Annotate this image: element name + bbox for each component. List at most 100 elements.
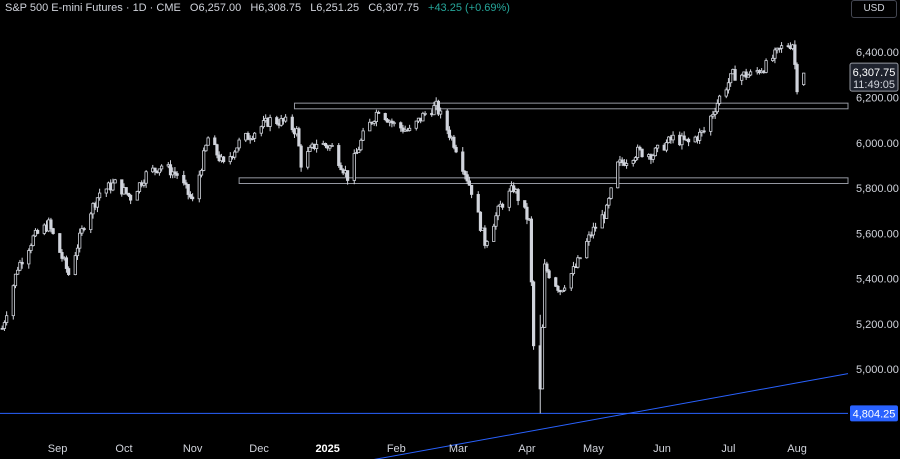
candle-body	[330, 145, 334, 147]
candle-body	[709, 115, 713, 132]
candle	[95, 197, 100, 213]
candle	[686, 137, 691, 147]
time-axis[interactable]: Sep Oct Nov Dec 2025 Feb Mar Apr May Jun Jul Aug	[48, 443, 807, 455]
open-value: O6,257.00	[190, 2, 241, 14]
candle	[620, 157, 624, 167]
candle-body	[733, 69, 737, 81]
candle	[64, 255, 69, 273]
candle	[222, 156, 226, 164]
candle-body	[73, 255, 77, 275]
candle	[802, 72, 806, 86]
low-value: L6,251.25	[310, 2, 359, 14]
price-badge-countdown: 11:49:05	[853, 79, 895, 91]
candle	[361, 127, 365, 142]
candle-body	[104, 188, 108, 194]
candle	[793, 40, 797, 70]
candle	[560, 289, 564, 293]
candle-body	[184, 182, 188, 185]
candle-body	[111, 182, 115, 191]
candle	[616, 161, 620, 189]
candle	[432, 101, 436, 116]
candle	[206, 136, 210, 146]
candle-body	[478, 211, 483, 231]
candle	[111, 178, 115, 192]
candle-body	[698, 131, 702, 141]
candle	[569, 273, 573, 291]
candle-body	[512, 185, 516, 193]
candle	[250, 135, 255, 141]
candle-body	[476, 194, 480, 213]
x-tick-label: May	[583, 443, 604, 455]
candle-body	[129, 194, 133, 201]
candle-body	[13, 273, 18, 287]
candle-body	[554, 277, 558, 287]
currency-button[interactable]: USD	[851, 0, 897, 18]
candle	[186, 184, 190, 200]
candle	[445, 109, 449, 135]
candle	[465, 171, 469, 185]
candle	[5, 311, 9, 326]
candle-body	[408, 127, 412, 131]
candle-body	[591, 226, 595, 236]
candle-body	[432, 105, 436, 116]
candle	[698, 128, 702, 145]
candle	[374, 109, 378, 127]
candle-body	[153, 167, 157, 172]
x-tick-label: Sep	[48, 443, 68, 455]
candle	[197, 170, 201, 203]
candle	[357, 146, 361, 154]
candle-body	[492, 225, 496, 242]
price-axis[interactable]: 6,400.00 6,200.00 6,000.00 5,800.00 5,600.00…	[856, 47, 899, 376]
candle	[11, 284, 15, 320]
candle-body	[168, 164, 173, 176]
high-value: H6,308.75	[250, 2, 301, 14]
candle	[191, 193, 195, 202]
candle-body	[715, 103, 719, 113]
candle	[328, 144, 332, 152]
candle	[680, 132, 684, 150]
candle-body	[261, 120, 266, 128]
candle	[279, 114, 283, 127]
close-value: C6,307.75	[368, 2, 419, 14]
candle	[20, 257, 24, 269]
candle	[795, 62, 799, 95]
candle	[636, 144, 640, 161]
chart-legend: S&P 500 E-mini Futures · 1D · CME O6,257…	[5, 2, 510, 14]
candle	[454, 144, 458, 154]
candle-body	[461, 151, 465, 172]
candle-body	[609, 187, 613, 199]
candle	[587, 231, 591, 246]
candle	[157, 168, 162, 176]
candle	[609, 187, 613, 200]
candle	[786, 43, 790, 48]
candle-body	[414, 120, 418, 129]
candle	[447, 126, 452, 141]
candle	[352, 149, 356, 185]
candle	[562, 285, 567, 292]
candle	[746, 73, 750, 78]
candle	[153, 167, 157, 176]
candle-body	[638, 146, 642, 150]
candle-body	[773, 49, 777, 59]
x-tick-label: Jun	[653, 443, 671, 455]
candle	[346, 170, 350, 185]
candle-body	[589, 234, 593, 237]
candle-body	[315, 144, 319, 149]
candle-body	[279, 118, 283, 126]
candle-body	[75, 247, 80, 257]
candle-body	[368, 121, 372, 132]
candle-body	[545, 263, 549, 272]
x-tick-label: 2025	[315, 443, 339, 455]
candle-body	[556, 285, 560, 291]
candle-body	[423, 112, 427, 115]
zone-1	[293, 102, 849, 110]
candle-body	[682, 135, 686, 140]
candle-body	[11, 285, 15, 317]
candle-body	[306, 151, 310, 168]
candle	[711, 110, 715, 119]
candle-body	[173, 171, 177, 175]
candle	[653, 146, 657, 157]
candle	[492, 223, 496, 242]
